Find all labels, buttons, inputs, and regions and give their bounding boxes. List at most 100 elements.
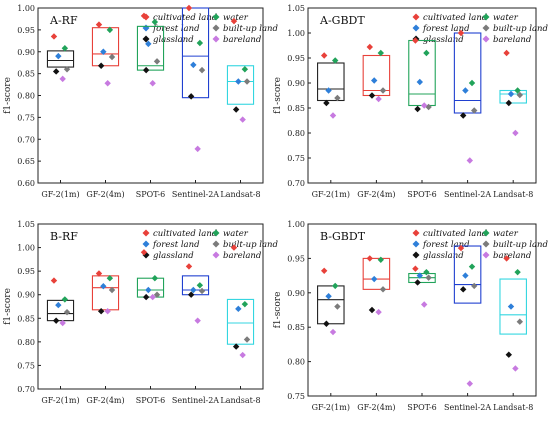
data-point — [153, 58, 161, 65]
data-point — [55, 52, 62, 60]
data-point — [366, 255, 373, 262]
box — [181, 275, 210, 296]
data-point — [106, 26, 114, 34]
x-tick-label: Sentinel-2A — [444, 403, 491, 412]
data-point — [416, 272, 423, 279]
y-tick-label: 0.90 — [287, 289, 305, 298]
x-tick-label: Landsat-8 — [493, 190, 533, 199]
y-tick-label: 0.75 — [287, 154, 305, 163]
legend-label: bareland — [223, 251, 262, 261]
x-tick-label: SPOT-6 — [407, 403, 437, 412]
legend-label: glassland — [423, 35, 464, 45]
data-point — [198, 66, 206, 74]
legend-marker — [412, 251, 420, 259]
data-point — [151, 275, 159, 282]
y-tick-label: 1.05 — [287, 4, 305, 13]
data-point — [462, 272, 469, 279]
x-tick-label: GF-2(1m) — [41, 190, 79, 199]
legend-label: glassland — [153, 35, 194, 45]
box — [317, 285, 345, 325]
data-point — [232, 106, 240, 113]
box — [453, 32, 482, 114]
y-tick-label: 0.70 — [17, 385, 35, 394]
data-point — [55, 301, 62, 309]
legend-marker — [482, 24, 490, 32]
data-point — [149, 293, 156, 301]
legend-marker — [482, 13, 490, 21]
data-point — [505, 99, 512, 107]
box — [46, 299, 75, 322]
y-tick-label: 0.75 — [17, 361, 35, 370]
legend-marker — [142, 35, 150, 43]
data-point — [457, 29, 465, 37]
y-tick-label: 0.95 — [287, 54, 305, 63]
data-point — [468, 79, 476, 87]
data-point — [466, 380, 474, 387]
y-axis-label: f1-score — [273, 292, 283, 329]
data-point — [503, 255, 510, 262]
legend-marker — [212, 35, 220, 43]
legend-marker — [212, 240, 220, 248]
data-point — [198, 287, 206, 295]
data-point — [516, 318, 524, 325]
panel-title: B-GBDT — [320, 230, 366, 243]
y-tick-label: 0.85 — [287, 323, 305, 332]
legend-label: built-up land — [223, 24, 279, 34]
legend-label: glassland — [423, 251, 464, 261]
panel-b-gbdt: 0.75 0.80 0.85 0.90 0.95 1.00 f1-score GF-2(1m)… — [273, 220, 549, 412]
data-point — [187, 291, 195, 298]
data-point — [59, 319, 66, 327]
legend-marker — [482, 229, 490, 237]
legend-marker — [212, 24, 220, 32]
x-tick-label: Landsat-8 — [220, 190, 260, 199]
x-tick-label: Sentinel-2A — [172, 396, 219, 405]
legend-label: glassland — [153, 251, 194, 261]
data-point — [63, 66, 71, 73]
y-tick-label: 1.00 — [287, 29, 305, 38]
data-point — [370, 77, 378, 84]
y-tick-label: 0.60 — [17, 179, 35, 188]
data-point — [368, 92, 376, 99]
data-point — [471, 107, 478, 114]
y-tick-label: 0.75 — [287, 392, 305, 401]
data-point — [468, 263, 476, 270]
data-point — [505, 351, 512, 358]
data-point — [149, 80, 156, 87]
y-tick-label: 0.65 — [17, 157, 35, 166]
data-point — [416, 78, 423, 86]
data-point — [320, 267, 328, 274]
y-tick-label: 1.00 — [287, 220, 305, 229]
legend-label: water — [493, 13, 519, 23]
legend-marker — [482, 240, 490, 248]
data-point — [377, 256, 385, 263]
legend-label: cultivated land — [153, 13, 218, 23]
legend-label: water — [223, 229, 249, 239]
data-point — [412, 265, 419, 272]
y-axis-label: f1-score — [3, 77, 13, 114]
data-point — [241, 300, 249, 308]
data-point — [457, 244, 465, 252]
y-tick-label: 0.80 — [287, 358, 305, 367]
panel-title: A-RF — [49, 14, 78, 27]
data-point — [104, 308, 111, 315]
data-point — [459, 286, 467, 293]
data-point — [377, 49, 385, 57]
box — [453, 245, 482, 304]
box — [136, 25, 165, 71]
data-point — [140, 12, 148, 20]
data-point — [61, 45, 69, 52]
data-point — [332, 282, 339, 290]
data-point — [95, 21, 103, 28]
data-point — [59, 75, 66, 83]
data-point — [190, 286, 197, 294]
data-point — [196, 282, 204, 289]
legend-marker — [412, 229, 420, 237]
data-point — [332, 57, 339, 64]
box — [46, 50, 75, 68]
legend-label: cultivated land — [423, 13, 488, 23]
data-point — [190, 61, 197, 69]
data-point — [235, 78, 242, 85]
data-point — [232, 343, 240, 350]
data-point — [97, 62, 105, 69]
